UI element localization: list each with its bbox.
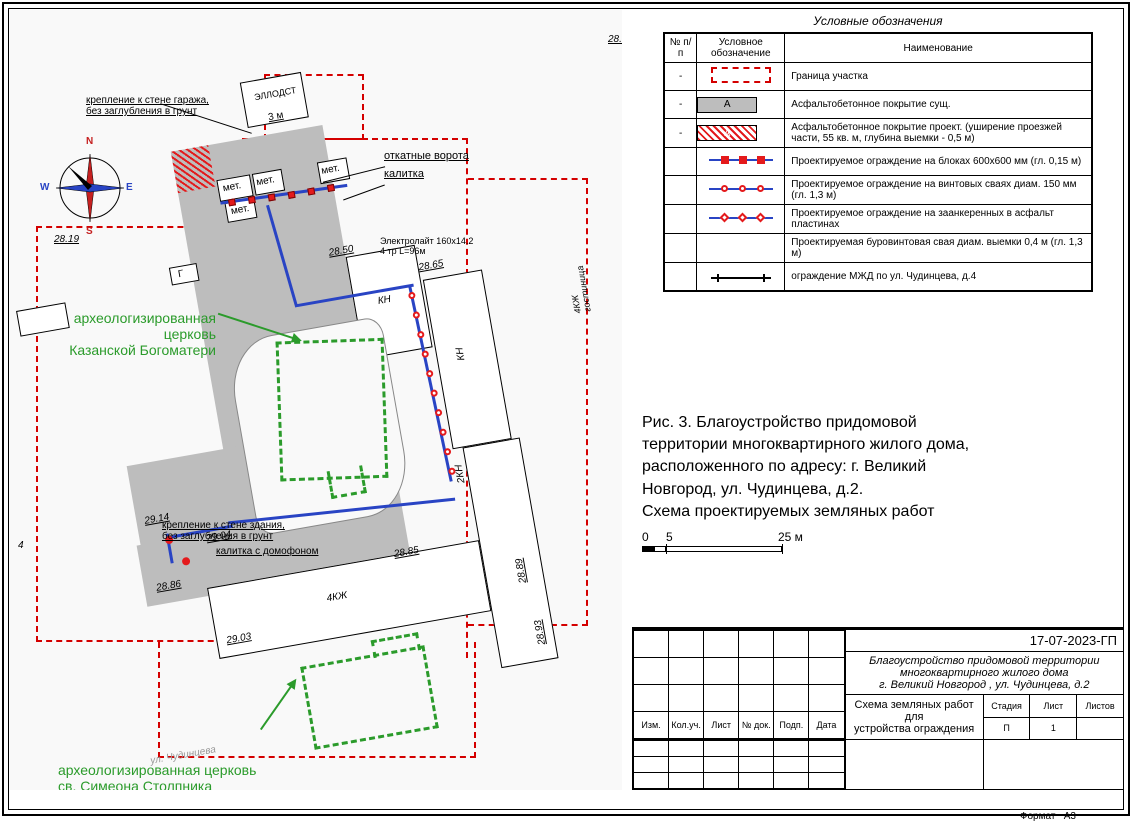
sym-fence-block [709, 151, 773, 169]
elev: 28.19 [54, 234, 79, 245]
sym-mjd [711, 277, 771, 279]
fence-screw-node [426, 370, 434, 378]
sym-fence-anchor [709, 209, 773, 227]
fence-node [268, 193, 276, 201]
site-plan: ЭЛЛОДСТ 3 м мет. мет. мет. мет. Г КН КН … [10, 10, 622, 790]
fence-screw-node [435, 409, 443, 417]
asphalt-area [137, 533, 219, 607]
legend-table: № п/п Условное обозначение Наименование … [663, 32, 1093, 292]
title-block: Изм. Кол.уч. Лист № док. Подп. Дата 17-0… [632, 627, 1124, 790]
callout-wicket: калитка [384, 168, 424, 180]
legend-hdr: Условное обозначение [697, 33, 785, 63]
legend-hdr: Наименование [785, 33, 1092, 63]
figure-caption: Рис. 3. Благоустройство придомовой терри… [642, 412, 1114, 524]
church-kazan [276, 338, 389, 482]
church1-label: археологизированная церковь Казанской Бо… [20, 310, 216, 358]
right-panel: Условные обозначения № п/п Условное обоз… [632, 10, 1124, 790]
church2-label: археологизированная церковь св. Симеона … [58, 762, 256, 790]
fence-node [327, 184, 335, 192]
legend-hdr: № п/п [664, 33, 697, 63]
callout-garage: крепление к стене гаража, без заглублени… [86, 95, 226, 117]
sym-asphalt-proj: А [697, 125, 757, 141]
elev: 28.65 [418, 258, 445, 273]
format-label: Формат А3 [1020, 811, 1076, 822]
fence-node [288, 191, 296, 199]
fence-screw-node [439, 428, 447, 436]
fence-screw-node [430, 389, 438, 397]
fence-screw-node [421, 350, 429, 358]
callout-electro: Электролайт 160х14.2 4 тр L=96м [380, 236, 473, 256]
fence-node [307, 187, 315, 195]
sym-boundary [711, 67, 771, 83]
bldg-label: КН [454, 347, 467, 362]
callout-gates: откатные ворота [384, 150, 469, 162]
sym-asphalt-ex: А [697, 97, 757, 113]
bldg-label: КН [377, 294, 392, 307]
fence-screw-node [443, 448, 451, 456]
church-simeon [300, 645, 439, 750]
callout-bldg-attach: крепление к стене здания, без заглублени… [162, 520, 302, 542]
legend-title: Условные обозначения [632, 10, 1124, 32]
fence-node [248, 196, 256, 204]
elev: 28.78 [608, 34, 622, 45]
sym-fence-screw [709, 180, 773, 198]
asphalt-proj-area [171, 145, 216, 193]
building-mass: ЭЛЛОДСТ 3 м мет. мет. мет. мет. Г КН КН … [10, 10, 622, 790]
scale-bar: 0 5 25 м [642, 538, 1114, 564]
callout-wicket-dom: калитка с домофоном [216, 546, 318, 557]
compass-rose: N S E W [50, 148, 130, 228]
label-4: 4 [18, 540, 24, 551]
bldg-label: 4КЖ гостиница [564, 260, 593, 315]
